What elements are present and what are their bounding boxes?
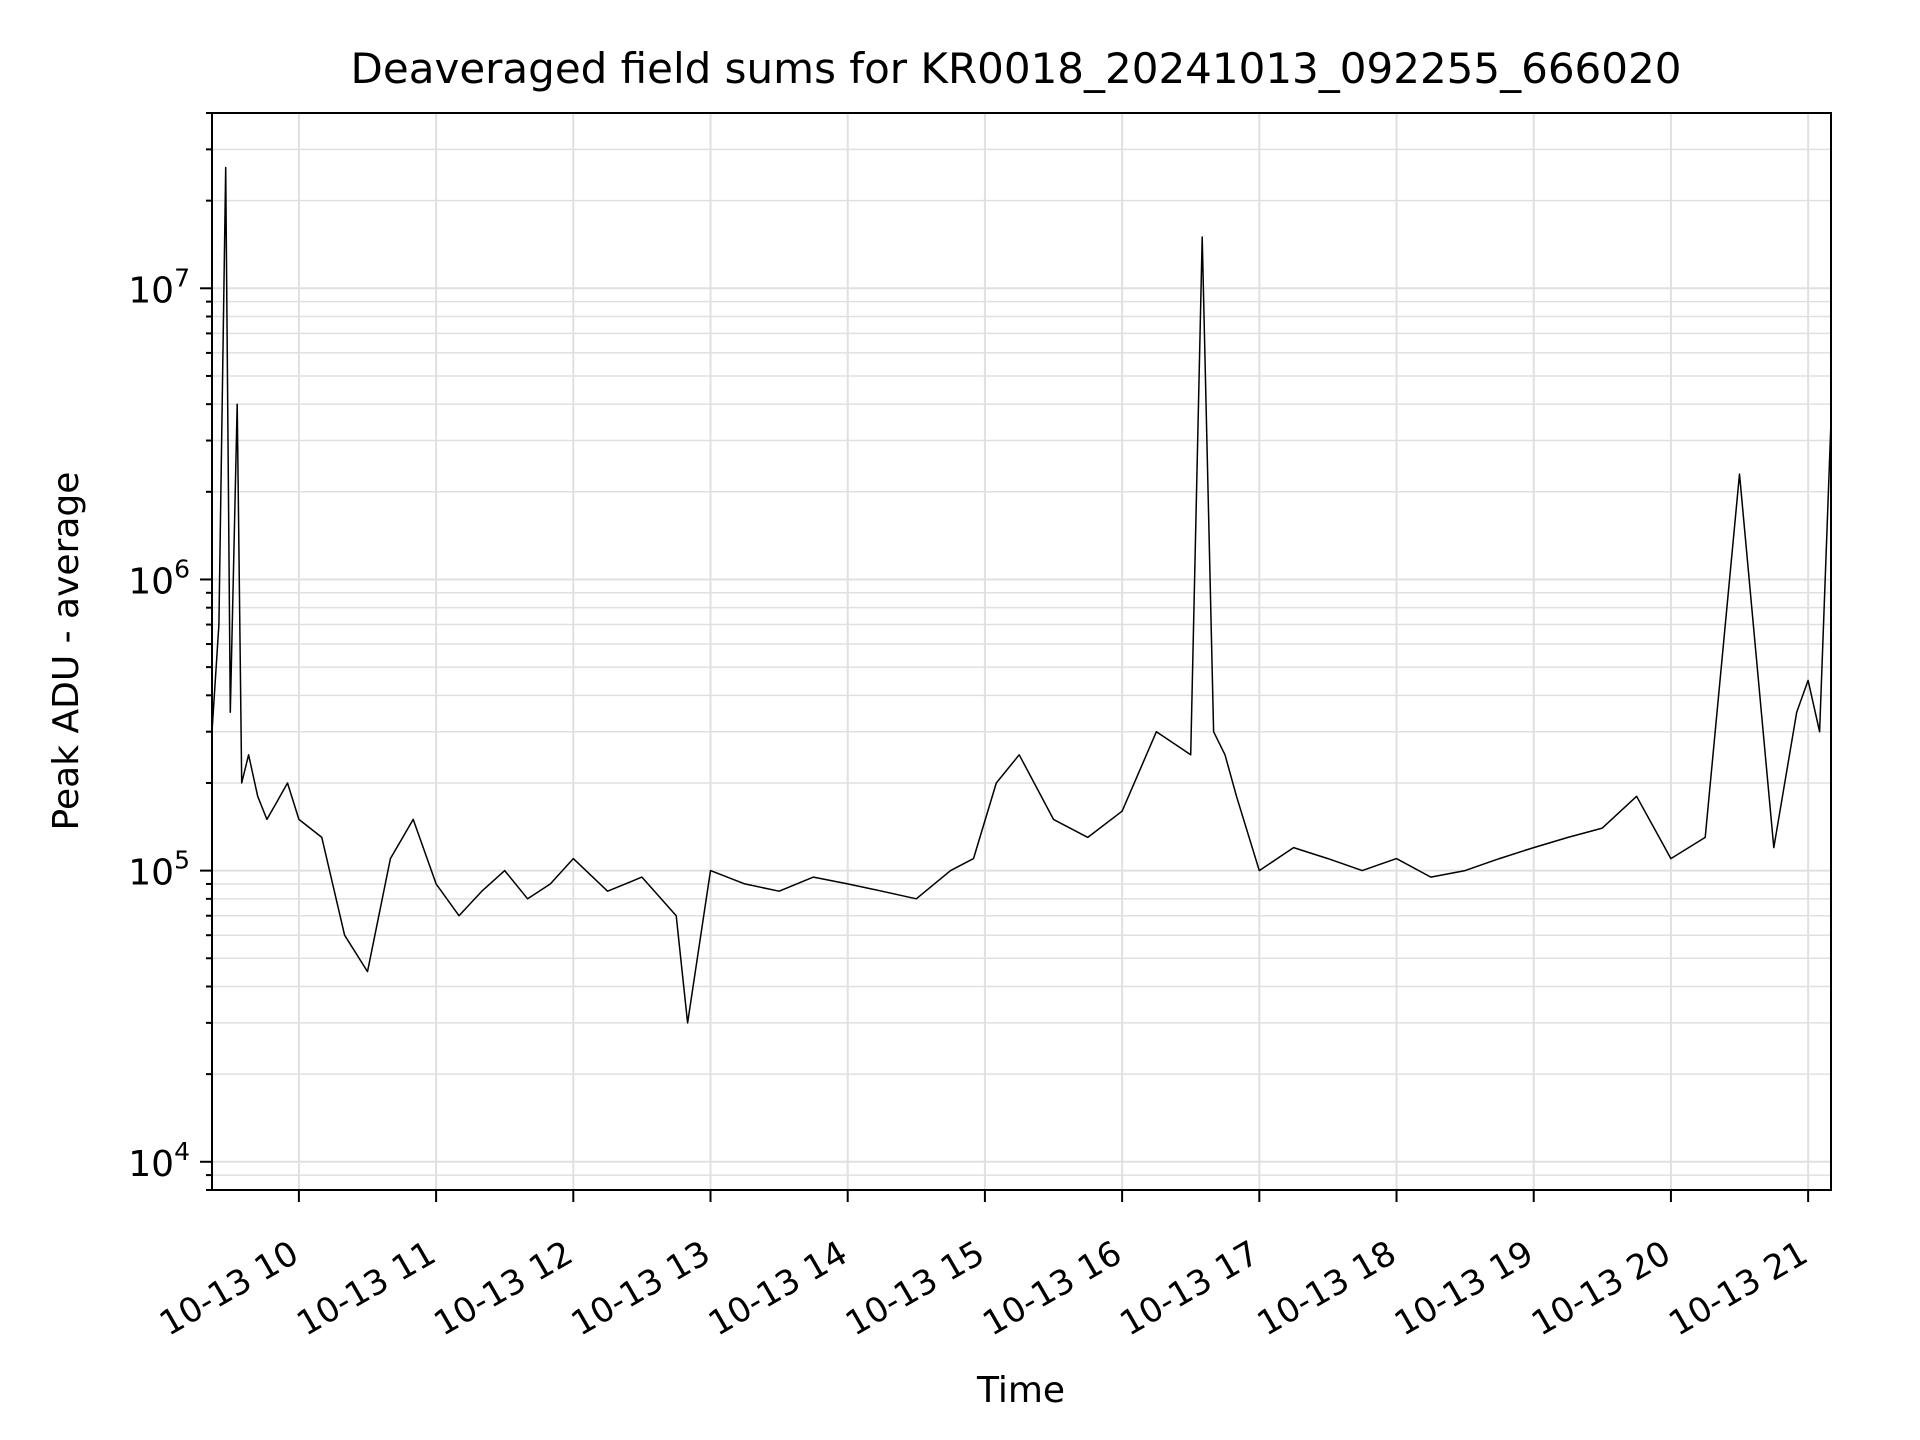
series-line xyxy=(211,166,1832,1024)
series-0-line xyxy=(211,166,1832,1024)
y-tick-label: 107 xyxy=(128,263,190,311)
plot-frame xyxy=(211,112,1832,1191)
y-axis-label: Peak ADU - average xyxy=(46,472,87,831)
chart-title: Deaveraged field sums for KR0018_2024101… xyxy=(351,44,1682,93)
x-axis-label: Time xyxy=(976,1370,1065,1411)
y-tick-label: 106 xyxy=(128,554,190,602)
y-tick-label: 105 xyxy=(128,846,190,894)
y-tick-label: 104 xyxy=(128,1137,190,1185)
y-axis: 104 105 106 107 xyxy=(128,112,212,1191)
